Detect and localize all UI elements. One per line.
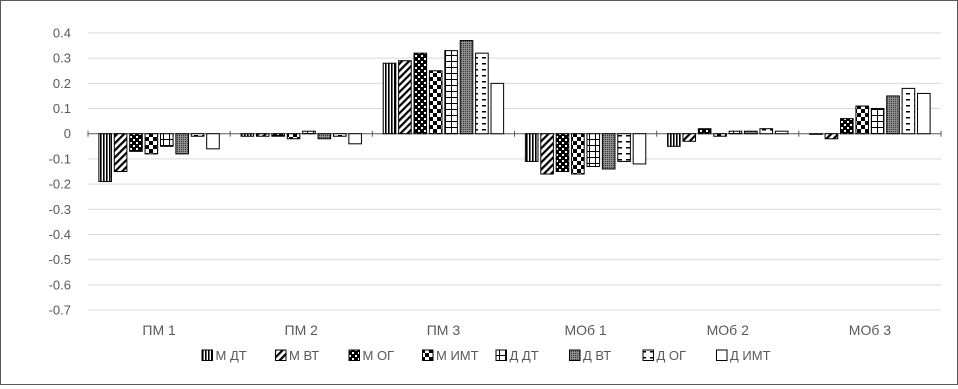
bar (667, 133, 681, 147)
bar (917, 92, 931, 135)
bar (571, 133, 585, 175)
legend-swatch (642, 349, 654, 361)
legend: М ДТ М ВТ М ОГ М ИМТ Д ДТ Д ВТ Д ОГ Д ИМТ (201, 348, 771, 363)
y-tick-label: -0.4 (49, 227, 71, 242)
y-tick-label: 0 (64, 126, 71, 141)
axis-labels: 0.4 0.3 0.2 0.1 0 -0.1 -0.2 -0.3 -0.4 -0.5 -0.6 -0.… (49, 26, 892, 339)
bar (713, 133, 727, 137)
legend-label: Д ОГ (657, 348, 687, 363)
x-category-label: МОб 3 (849, 322, 891, 338)
bar (413, 52, 428, 135)
bar (317, 133, 332, 140)
y-tick-label: 0.1 (53, 101, 71, 116)
y-tick-label: 0.2 (53, 76, 71, 91)
legend-swatch (569, 349, 581, 361)
legend-swatch (275, 349, 287, 361)
bar (774, 130, 789, 135)
bar (144, 133, 159, 155)
bar (348, 133, 362, 145)
bar (190, 133, 205, 137)
legend-label: М ИМТ (436, 348, 479, 363)
legend-label: М ОГ (363, 348, 395, 363)
bar (555, 133, 570, 173)
axes (87, 130, 942, 137)
x-category-label: ПМ 2 (285, 322, 319, 338)
bar (428, 70, 443, 135)
bar (697, 128, 712, 135)
bar (586, 133, 601, 167)
bar (286, 133, 301, 140)
bar (744, 130, 758, 135)
x-category-label: ПМ 1 (142, 322, 176, 338)
bar (240, 133, 255, 137)
bar (475, 52, 489, 135)
bar (490, 82, 505, 135)
y-tick-label: -0.1 (49, 151, 71, 166)
legend-label: Д ВТ (583, 348, 611, 363)
bar (175, 133, 189, 155)
legend-swatch (422, 349, 434, 361)
y-tick-label: -0.5 (49, 252, 71, 267)
bar (632, 133, 647, 165)
bar (886, 95, 900, 135)
bar (255, 133, 270, 137)
bar (759, 128, 774, 135)
bar (840, 118, 854, 135)
legend-swatch (716, 349, 728, 361)
bar (159, 133, 174, 147)
y-tick-label: -0.2 (49, 177, 71, 192)
x-category-label: ПМ 3 (427, 322, 461, 338)
bar (332, 133, 347, 137)
bar (540, 133, 554, 175)
bar (129, 133, 143, 152)
bar (398, 60, 412, 135)
bar (444, 50, 458, 135)
bar (98, 133, 112, 183)
bar (682, 133, 697, 142)
x-category-label: МОб 1 (564, 322, 606, 338)
bar (601, 133, 616, 170)
legend-swatch (495, 349, 507, 361)
bar (206, 133, 220, 150)
y-tick-label: 0.4 (53, 26, 71, 41)
legend-swatch (201, 349, 213, 361)
bar (901, 87, 916, 135)
y-tick-label: -0.7 (49, 303, 71, 318)
bar (824, 133, 839, 140)
legend-label: Д ДТ (510, 348, 539, 363)
bar (302, 130, 316, 135)
bar (271, 133, 285, 137)
bar (809, 133, 823, 135)
bar (870, 108, 885, 135)
x-category-label: МОб 2 (707, 322, 749, 338)
legend-label: М ДТ (216, 348, 247, 363)
legend-label: Д ИМТ (730, 348, 771, 363)
gridlines (88, 32, 941, 311)
y-tick-label: -0.3 (49, 202, 71, 217)
bar (855, 105, 870, 135)
y-tick-label: 0.3 (53, 51, 71, 66)
bars (98, 40, 931, 183)
bar (382, 62, 397, 135)
bar (113, 133, 128, 173)
bar (728, 130, 743, 135)
legend-label: М ВТ (289, 348, 319, 363)
y-tick-label: -0.6 (49, 277, 71, 292)
legend-swatch (348, 349, 360, 361)
bar (459, 40, 474, 135)
bar (617, 133, 631, 162)
bar (524, 133, 539, 162)
